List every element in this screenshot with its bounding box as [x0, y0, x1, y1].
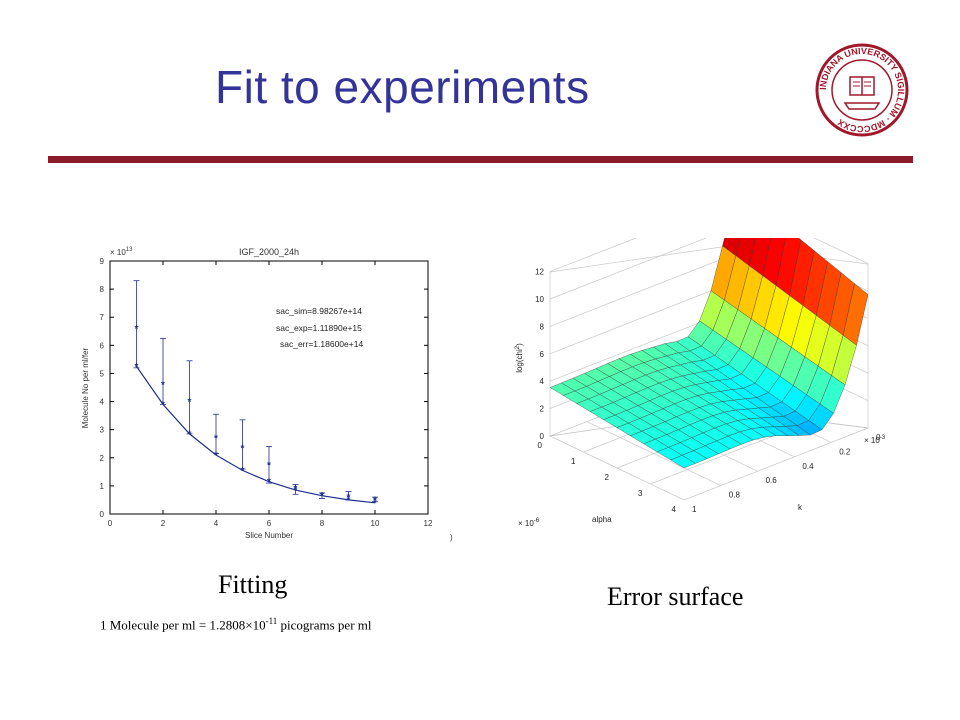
fit-y-tick-label: 5 [100, 369, 105, 378]
surface-alpha-multiplier: × 10-6 [518, 518, 540, 528]
fit-simulated-point: * [267, 477, 271, 488]
unit-conversion-note: 1 Molecule per ml = 1.2808×10-11 picogra… [100, 616, 372, 633]
fit-experimental-point: * [347, 493, 351, 504]
fit-x-tick-label: 4 [214, 519, 219, 528]
surface-k-tick-label: 0.6 [766, 476, 778, 485]
fit-x-axis-label: Slice Number [245, 531, 293, 540]
surface-z-tick-label: 4 [540, 377, 545, 386]
surface-k-tick-label: 0.4 [802, 462, 814, 471]
surface-k-tick-label: 0 [876, 433, 881, 442]
fit-experimental-point: * [320, 491, 324, 502]
fit-simulated-point: * [161, 400, 165, 411]
surface-z-axis-label: log(chi2) [515, 343, 524, 373]
fit-y-axis-label: Molecule No per ml/fer [81, 347, 90, 428]
surface-z-tick-label: 10 [535, 295, 544, 304]
fit-x-tick-label: 0 [108, 519, 113, 528]
fit-stray-mark: ) [450, 533, 453, 542]
fit-x-tick-label: 10 [371, 519, 380, 528]
fit-y-tick-label: 4 [100, 398, 105, 407]
surface-z-tick-label: 6 [540, 350, 545, 359]
fit-simulated-point: * [214, 450, 218, 461]
surface-k-tick-label: 0.2 [839, 447, 851, 456]
surface-alpha-tick-label: 3 [638, 489, 643, 498]
fit-simulated-point: * [373, 498, 377, 509]
fit-y-tick-label: 7 [100, 313, 105, 322]
fit-experimental-point: * [161, 380, 165, 391]
surface-k-tick-label: 1 [692, 505, 697, 514]
fit-simulated-point: * [241, 466, 245, 477]
slide-title: Fit to experiments [215, 61, 590, 113]
fit-simulated-point: * [188, 429, 192, 440]
fit-experimental-point: * [214, 434, 218, 445]
fit-simulated-line [136, 366, 376, 504]
error-surface-caption: Error surface [607, 582, 744, 611]
fit-chart-title: IGF_2000_24h [239, 247, 299, 257]
fit-y-tick-label: 3 [100, 426, 105, 435]
surface-wall-gridline [549, 238, 869, 272]
fit-simulated-point: * [347, 495, 351, 506]
surface-z-tick-label: 12 [535, 268, 544, 277]
fit-experimental-point: * [294, 484, 298, 495]
fitting-caption: Fitting [218, 570, 288, 599]
fit-experimental-point: * [373, 495, 377, 506]
fit-y-tick-label: 8 [100, 285, 105, 294]
fit-y-tick-label: 1 [100, 482, 105, 491]
fit-y-tick-label: 9 [100, 257, 105, 266]
surface-k-axis-label: k [798, 503, 803, 512]
surface-z-tick-label: 2 [540, 405, 545, 414]
fit-x-tick-label: 8 [320, 519, 325, 528]
fit-experimental-point: * [241, 443, 245, 454]
fit-x-tick-label: 2 [161, 519, 166, 528]
fit-experimental-point: * [267, 460, 271, 471]
surface-z-tick-label: 0 [540, 432, 545, 441]
fit-annotation-exp: sac_exp=1.11890e+15 [276, 323, 362, 333]
surface-alpha-tick-label: 4 [672, 505, 677, 514]
fit-simulated-point: * [320, 491, 324, 502]
fit-y-tick-label: 0 [100, 510, 105, 519]
fit-y-tick-label: 2 [100, 454, 105, 463]
fit-x-tick-label: 6 [267, 519, 272, 528]
fit-y-tick-label: 6 [100, 341, 105, 350]
surface-patch [670, 455, 696, 469]
surface-k-multiplier: × 10-3 [864, 435, 886, 445]
fit-y-multiplier: × 1013 [110, 247, 133, 257]
fit-annotation-err: sac_err=1.18600e+14 [280, 339, 363, 349]
surface-z-tick-label: 8 [540, 322, 545, 331]
university-seal-icon: INDIANA UNIVERSITY SIGILLUM · MDCCCXX [815, 43, 909, 137]
fit-experimental-point: * [188, 397, 192, 408]
fit-annotation-sim: sac_sim=8.98267e+14 [276, 306, 362, 316]
surface-alpha-tick-label: 0 [538, 441, 543, 450]
surface-alpha-tick-label: 2 [605, 473, 610, 482]
surface-mesh [549, 238, 869, 469]
surface-k-tick-label: 0.8 [729, 491, 741, 500]
surface-alpha-axis-label: alpha [592, 515, 612, 524]
fit-simulated-point: * [294, 486, 298, 497]
fit-experimental-point: * [135, 324, 139, 335]
fit-simulated-point: * [135, 362, 139, 373]
surface-alpha-tick-label: 1 [571, 457, 576, 466]
fit-x-tick-label: 12 [424, 519, 433, 528]
title-divider [48, 156, 913, 163]
